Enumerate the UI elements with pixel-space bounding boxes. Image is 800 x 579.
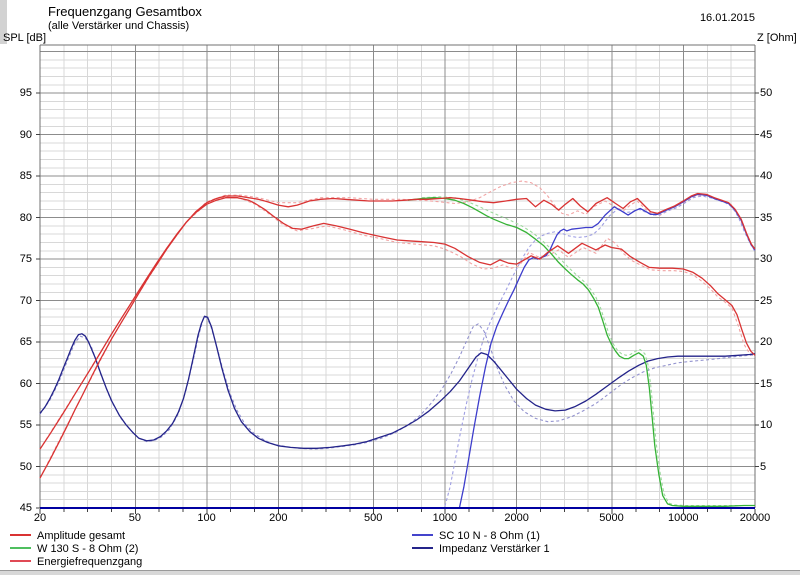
- legend-line-blue-icon: [412, 533, 433, 536]
- y-right-tick-label: 30: [760, 253, 773, 266]
- y-right-tick-label: 40: [760, 170, 773, 183]
- legend-item-w130s: W 130 S - 8 Ohm (2): [10, 543, 138, 556]
- y-left-tick-label: 55: [19, 419, 32, 432]
- x-tick-label: 50: [128, 512, 141, 524]
- chart-subtitle: (alle Verstärker und Chassis): [48, 20, 190, 32]
- x-tick-label: 200: [269, 512, 288, 524]
- y-right-tick-label: 15: [760, 377, 773, 390]
- legend-line-crimson-icon: [10, 559, 31, 562]
- legend-line-red-icon: [10, 533, 31, 536]
- series-w-130-s-8-ohm-2-: [407, 197, 755, 507]
- series-energiefrequenzgang: [39, 197, 756, 450]
- y-left-tick-label: 50: [19, 460, 32, 473]
- legend-line-navy-icon: [412, 546, 433, 549]
- y-axis-right-title: Z [Ohm]: [757, 32, 797, 44]
- x-tick-label: 20000: [739, 512, 771, 524]
- y-left-tick-label: 90: [19, 128, 32, 141]
- legend-item-impedanz: Impedanz Verstärker 1: [412, 543, 550, 556]
- y-right-tick-label: 5: [760, 460, 767, 473]
- series-amplitude-gesamt: [39, 192, 756, 479]
- series-energiefrequenzgang-vergleich-: [39, 196, 756, 450]
- series-sc-10-n-8-ohm-1-: [458, 193, 756, 509]
- y-right-tick-label: 10: [760, 419, 773, 432]
- window-divider-band: [0, 571, 800, 575]
- x-tick-label: 500: [363, 512, 383, 524]
- x-tick-label: 1000: [432, 512, 458, 524]
- series-impedanz-verst-rker-1: [39, 315, 756, 449]
- legend-label: Amplitude gesamt: [37, 530, 126, 542]
- y-left-tick-label: 85: [19, 170, 32, 183]
- legend-item-energiefrequenzgang: Energiefrequenzgang: [10, 556, 142, 569]
- x-tick-label: 2000: [504, 512, 529, 524]
- legend-label: SC 10 N - 8 Ohm (1): [439, 530, 540, 542]
- series-w-130-s-vergleich-: [421, 196, 755, 507]
- y-right-tick-label: 25: [760, 294, 773, 307]
- legend-line-green-icon: [10, 546, 31, 549]
- window-divider: [0, 570, 800, 571]
- x-tick-label: 5000: [599, 512, 624, 524]
- x-tick-label: 10000: [667, 512, 699, 524]
- y-right-tick-label: 35: [760, 211, 773, 224]
- chart-title: Frequenzgang Gesamtbox: [48, 4, 202, 19]
- y-left-tick-label: 70: [19, 294, 32, 307]
- x-tick-label: 20: [33, 512, 47, 524]
- y-left-tick-label: 45: [19, 502, 32, 514]
- y-left-tick-label: 65: [19, 336, 32, 349]
- y-right-tick-label: 50: [760, 87, 773, 100]
- legend-item-sc10n: SC 10 N - 8 Ohm (1): [412, 530, 540, 543]
- legend-item-amplitude-gesamt: Amplitude gesamt: [10, 530, 125, 543]
- y-right-tick-label: 20: [760, 336, 773, 349]
- y-left-tick-label: 80: [19, 211, 32, 224]
- y-right-tick-label: 45: [760, 128, 773, 141]
- window-edge-strip: [0, 0, 7, 44]
- legend-label: Impedanz Verstärker 1: [439, 543, 550, 555]
- legend-label: W 130 S - 8 Ohm (2): [37, 543, 139, 555]
- legend-label: Energiefrequenzgang: [37, 556, 143, 568]
- y-left-tick-label: 75: [19, 253, 32, 266]
- series-amplitude-gesamt-vergleich-: [39, 180, 756, 479]
- y-left-tick-label: 60: [19, 377, 32, 390]
- chart-date: 16.01.2015: [699, 12, 755, 24]
- y-left-tick-label: 95: [19, 87, 32, 100]
- x-tick-label: 100: [197, 512, 216, 524]
- y-axis-left-title: SPL [dB]: [3, 32, 47, 44]
